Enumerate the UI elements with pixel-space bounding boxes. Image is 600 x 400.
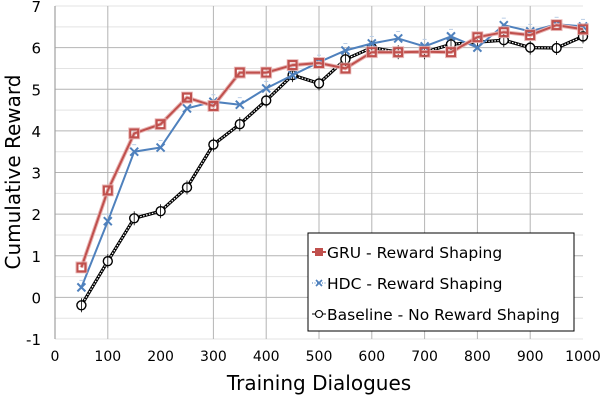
x-tick-label: 1000: [565, 349, 600, 365]
square-marker-icon: [312, 248, 326, 256]
x-tick-label: 600: [358, 349, 385, 365]
legend-label-gru: GRU - Reward Shaping: [327, 244, 502, 262]
y-tick-label: -1: [26, 331, 41, 349]
x-tick-label: 800: [464, 349, 491, 365]
legend-item-baseline: Baseline - No Reward Shaping: [312, 306, 560, 324]
series-square-line: [75, 19, 589, 274]
legend-label-baseline: Baseline - No Reward Shaping: [327, 306, 560, 324]
y-tick-label: 4: [31, 123, 41, 141]
x-tick-label: 700: [411, 349, 438, 365]
circle-marker-icon: [312, 309, 326, 319]
legend-item-hdc: HDC - Reward Shaping: [312, 275, 502, 293]
legend: GRU - Reward Shaping HDC - Reward Shapin…: [307, 232, 575, 332]
x-tick-label: 200: [147, 349, 174, 365]
y-tick-label: 1: [31, 248, 41, 266]
x-tick-label: 0: [51, 349, 60, 365]
y-tick-label: 0: [31, 289, 41, 307]
x-tick-label: 300: [200, 349, 227, 365]
y-tick-label: 3: [31, 165, 41, 183]
y-tick-label: 5: [31, 81, 41, 99]
x-tick-label: 900: [517, 349, 544, 365]
x-axis-ticks: 0 100 200 300 400 500 600 700 800 900 1000: [51, 349, 600, 365]
x-marker-icon: [312, 279, 326, 287]
x-tick-label: 500: [306, 349, 333, 365]
y-axis-title: Cumulative Reward: [1, 75, 25, 270]
y-axis-ticks: -1 0 1 2 3 4 5 6 7: [26, 0, 41, 349]
square-markers: [75, 19, 589, 274]
legend-box: [307, 232, 575, 332]
series-lines: [75, 16, 589, 313]
y-tick-label: 6: [31, 40, 41, 58]
x-tick-label: 100: [94, 349, 121, 365]
y-tick-label: 7: [31, 0, 41, 16]
y-tick-label: 2: [31, 206, 41, 224]
x-axis-title: Training Dialogues: [226, 371, 411, 395]
legend-label-hdc: HDC - Reward Shaping: [327, 275, 502, 293]
x-tick-label: 400: [253, 349, 280, 365]
legend-item-gru: GRU - Reward Shaping: [312, 244, 502, 262]
